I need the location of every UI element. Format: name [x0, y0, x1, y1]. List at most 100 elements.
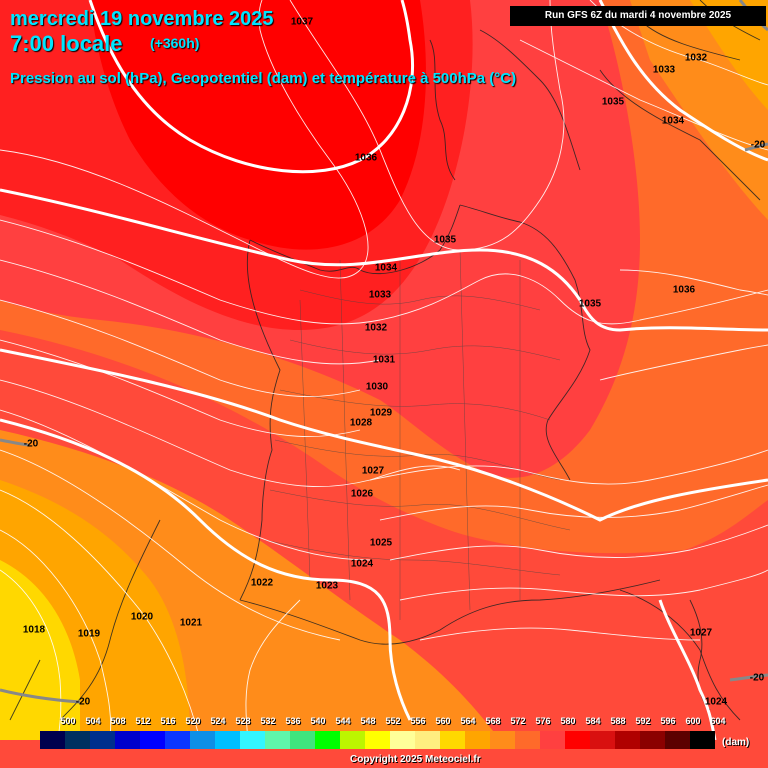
- legend-swatch: [165, 731, 190, 749]
- legend-value: 604: [710, 716, 726, 726]
- legend-value: 516: [160, 716, 176, 726]
- legend-value: 544: [335, 716, 351, 726]
- legend-value: 520: [185, 716, 201, 726]
- legend-swatch: [440, 731, 465, 749]
- isobar-label: 1032: [684, 52, 708, 64]
- legend-swatch: [565, 731, 590, 749]
- isobar-label: 1032: [364, 322, 388, 334]
- geopotential-contours: [0, 0, 768, 741]
- legend-value: 600: [685, 716, 701, 726]
- legend-value: 548: [360, 716, 376, 726]
- legend-swatch: [315, 731, 340, 749]
- legend-value: 504: [85, 716, 101, 726]
- isobar-label: 1029: [369, 407, 393, 419]
- isobar-label: 1036: [354, 152, 378, 164]
- isobar-label: 1033: [368, 289, 392, 301]
- legend-swatch: [90, 731, 115, 749]
- isobar-label: 1026: [350, 488, 374, 500]
- isobar-label: 1020: [130, 611, 154, 623]
- legend-swatch: [240, 731, 265, 749]
- isobar-label: 1027: [689, 627, 713, 639]
- legend-swatch: [390, 731, 415, 749]
- legend-swatch: [215, 731, 240, 749]
- legend-swatch: [290, 731, 315, 749]
- copyright: Copyright 2025 Meteociel.fr: [350, 754, 481, 765]
- isobar-label: 1030: [365, 381, 389, 393]
- legend-swatch: [590, 731, 615, 749]
- legend-swatch: [490, 731, 515, 749]
- legend-unit: (dam): [722, 737, 750, 748]
- isobar-label: 1022: [250, 577, 274, 589]
- coastlines: [9, 0, 761, 721]
- legend-swatch: [415, 731, 440, 749]
- legend-swatch: [40, 731, 65, 749]
- band-588: [90, 0, 426, 250]
- temperature-label: -20: [75, 696, 91, 708]
- legend-value: 572: [510, 716, 526, 726]
- isobar-label: 1033: [652, 64, 676, 76]
- legend-value: 532: [260, 716, 276, 726]
- legend-value: 584: [585, 716, 601, 726]
- isobar-label: 1024: [350, 558, 374, 570]
- isobar-label: 1027: [361, 465, 385, 477]
- department-borders: [264, 249, 571, 620]
- isobar-label: 1024: [704, 696, 728, 708]
- color-legend: 500 504 508 512 516 520 524 528 532 536 540 544 548 5…: [0, 710, 768, 768]
- forecast-time: 7:00 locale: [10, 31, 123, 56]
- legend-swatch: [190, 731, 215, 749]
- isobar-label: 1034: [374, 262, 398, 274]
- legend-value: 540: [310, 716, 326, 726]
- isobar-label: 1018: [22, 624, 46, 636]
- legend-swatch: [365, 731, 390, 749]
- isobar-label: 1035: [433, 234, 457, 246]
- legend-swatch: [665, 731, 690, 749]
- isobar-label: 1021: [179, 617, 203, 629]
- legend-value: 560: [435, 716, 451, 726]
- legend-value: 596: [660, 716, 676, 726]
- legend-swatch: [340, 731, 365, 749]
- isobar-label: 1036: [672, 284, 696, 296]
- legend-swatch: [690, 731, 715, 749]
- legend-value: 524: [210, 716, 226, 726]
- legend-value: 580: [560, 716, 576, 726]
- legend-value: 564: [460, 716, 476, 726]
- legend-value: 552: [385, 716, 401, 726]
- legend-swatch: [640, 731, 665, 749]
- isobar-label: 1019: [77, 628, 101, 640]
- isobar-label: 1034: [661, 115, 685, 127]
- isobar-label: 1035: [601, 96, 625, 108]
- legend-value: 500: [60, 716, 76, 726]
- forecast-date: mercredi 19 novembre 2025: [10, 8, 274, 30]
- isobar-label: 1023: [315, 580, 339, 592]
- legend-value: 528: [235, 716, 251, 726]
- isobar-label: 1031: [372, 354, 396, 366]
- legend-swatch: [65, 731, 90, 749]
- model-run-label: Run GFS 6Z du mardi 4 novembre 2025: [510, 6, 766, 26]
- legend-value: 592: [635, 716, 651, 726]
- legend-swatch: [465, 731, 490, 749]
- legend-value: 568: [485, 716, 501, 726]
- legend-value: 536: [285, 716, 301, 726]
- legend-value: 588: [610, 716, 626, 726]
- legend-value: 512: [135, 716, 151, 726]
- legend-swatch: [140, 731, 165, 749]
- temperature-label: -20: [750, 139, 766, 151]
- legend-swatch: [265, 731, 290, 749]
- forecast-lead-time: (+360h): [150, 35, 200, 51]
- isobar-label: 1035: [578, 298, 602, 310]
- legend-swatch: [615, 731, 640, 749]
- map-subtitle: Pression au sol (hPa), Geopotentiel (dam…: [10, 70, 517, 87]
- isobar-label: 1037: [290, 16, 314, 28]
- legend-value: 556: [410, 716, 426, 726]
- legend-value: 576: [535, 716, 551, 726]
- isobar-label: 1028: [349, 417, 373, 429]
- isobar-label: 1025: [369, 537, 393, 549]
- temperature-isotherms: [0, 0, 768, 704]
- legend-swatch: [540, 731, 565, 749]
- legend-value: 508: [110, 716, 126, 726]
- temperature-label: -20: [749, 672, 765, 684]
- legend-swatch: [115, 731, 140, 749]
- isobars: [0, 0, 768, 741]
